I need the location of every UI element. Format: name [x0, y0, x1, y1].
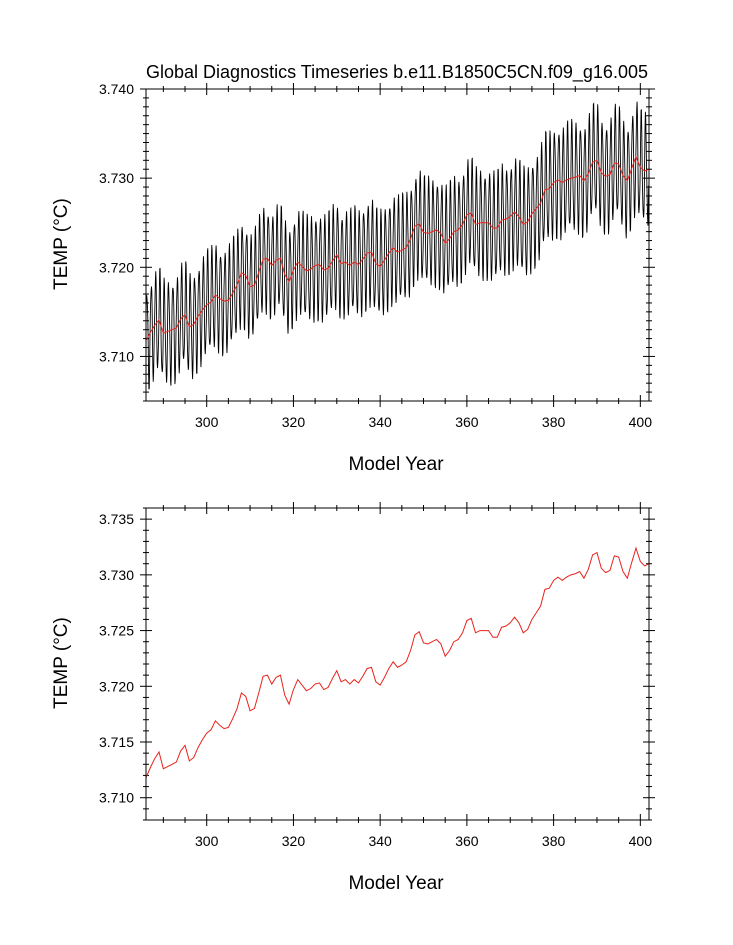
top-y-axis-label: TEMP (°C) — [51, 198, 72, 290]
x-tick-label: 340 — [368, 833, 392, 849]
series-annual-mean — [146, 155, 649, 341]
bottom-panel: 300 320 340 360 380 400 3.710 3.715 3.720 3.725 3.… — [51, 502, 655, 894]
y-tick-label: 3.715 — [99, 734, 134, 750]
bottom-x-axis-label: Model Year — [348, 873, 444, 894]
top-plot-frame — [145, 88, 650, 402]
x-tick-label: 380 — [542, 414, 566, 430]
y-tick-label: 3.725 — [99, 623, 134, 639]
x-tick-label: 300 — [195, 833, 219, 849]
x-tick-label: 320 — [282, 414, 306, 430]
x-tick-label: 400 — [629, 414, 653, 430]
x-tick-label: 360 — [455, 833, 479, 849]
y-tick-label: 3.730 — [99, 567, 134, 583]
x-tick-label: 300 — [195, 414, 219, 430]
y-tick-label: 3.710 — [99, 348, 134, 364]
bottom-y-axis-label: TEMP (°C) — [51, 617, 72, 709]
x-tick-label: 380 — [542, 833, 566, 849]
y-tick-label: 3.730 — [99, 170, 134, 186]
series-monthly — [146, 101, 649, 390]
y-tick-label: 3.720 — [99, 259, 134, 275]
x-tick-label: 340 — [368, 414, 392, 430]
bottom-tick-labels: 300 320 340 360 380 400 3.710 3.715 3.720 3.725 3.… — [99, 511, 652, 849]
top-panel: Global Diagnostics Timeseries b.e11.B185… — [51, 62, 655, 475]
top-tick-labels: 300 320 340 360 380 400 3.710 3.720 3.730 3.740 — [99, 81, 652, 430]
y-tick-label: 3.710 — [99, 790, 134, 806]
bottom-axis-ticks — [140, 502, 655, 826]
y-tick-label: 3.735 — [99, 511, 134, 527]
bottom-plot-area — [146, 546, 649, 778]
x-tick-label: 320 — [282, 833, 306, 849]
top-x-axis-label: Model Year — [348, 454, 444, 475]
y-tick-label: 3.720 — [99, 678, 134, 694]
x-tick-label: 360 — [455, 414, 479, 430]
bottom-plot-frame — [145, 507, 650, 821]
chart-title: Global Diagnostics Timeseries b.e11.B185… — [146, 62, 648, 83]
top-plot-area — [146, 101, 649, 390]
x-tick-label: 400 — [629, 833, 653, 849]
y-tick-label: 3.740 — [99, 81, 134, 97]
series-annual-mean — [146, 546, 649, 778]
